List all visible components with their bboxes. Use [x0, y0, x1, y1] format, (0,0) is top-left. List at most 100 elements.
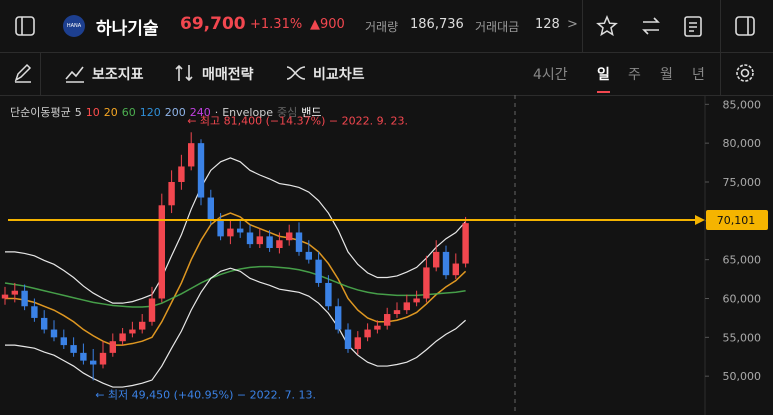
candle-body: [1, 294, 9, 299]
candle-body: [413, 298, 420, 303]
change: ▲900: [310, 17, 345, 32]
candle-body: [354, 337, 361, 349]
settings[interactable]: [734, 62, 756, 84]
candle-body: [462, 223, 469, 264]
legend-item: 200: [164, 106, 186, 119]
toolbar: 보조지표 매매전략 비교차트 4시간 일 주 월 년: [0, 52, 773, 96]
candle-body: [109, 341, 116, 353]
notes[interactable]: [682, 14, 704, 38]
y-tick-label: 60,000: [723, 292, 762, 305]
candle-body: [70, 345, 77, 353]
volume-label: 거래량: [365, 20, 399, 34]
indicator-line: [5, 267, 466, 388]
strategy-icon: [175, 64, 193, 82]
change-pct: +1.31%: [250, 17, 303, 32]
amount-label: 거래대금: [475, 20, 520, 34]
candle-body: [442, 251, 450, 276]
divider: [720, 52, 721, 95]
high-annotation: ← 최고 81,400 (−14.37%) − 2022. 9. 23.: [187, 114, 408, 127]
legend-item: 중심: [276, 106, 298, 119]
candle-body: [325, 282, 332, 307]
divider: [582, 0, 583, 52]
candle-body: [41, 317, 48, 330]
candle-body: [315, 259, 322, 283]
indicator-line: [4, 265, 466, 308]
candle-body: [119, 333, 126, 342]
price-label-box: [706, 210, 768, 231]
tool[interactable]: 비교차트: [313, 67, 365, 83]
y-tick-label: 80,000: [723, 137, 762, 150]
candle-body: [237, 228, 244, 233]
candle-body: [393, 310, 401, 315]
y-tick-label: 75,000: [723, 176, 762, 189]
legend-item: 120: [139, 106, 161, 119]
legend-item: 20: [103, 106, 118, 119]
candle-body: [178, 166, 185, 182]
divider: [40, 52, 41, 95]
legend-item: 밴드: [301, 106, 322, 119]
candle-body: [295, 232, 303, 252]
price-label: 70,101: [717, 214, 756, 227]
period-tab[interactable]: 4시간: [533, 67, 568, 83]
period-tab[interactable]: 년: [692, 67, 705, 83]
candle-body: [227, 228, 234, 237]
y-tick-label: 55,000: [723, 331, 762, 344]
candle-body: [129, 329, 136, 334]
period-tab[interactable]: 월: [660, 67, 673, 83]
candle-body: [188, 143, 195, 167]
candle-body: [148, 298, 156, 322]
divider: [720, 0, 721, 52]
candle-body: [21, 290, 28, 307]
stock-name: 하나기술: [96, 19, 159, 39]
y-tick-label: 65,000: [723, 254, 762, 267]
legend-item: 10: [85, 106, 100, 119]
more[interactable]: >: [567, 17, 578, 32]
candle-body: [207, 197, 214, 221]
amount: 128: [535, 17, 560, 32]
candle-body: [197, 143, 205, 198]
candle-body: [246, 232, 254, 245]
y-tick-label: 50,000: [723, 370, 762, 383]
candle-body: [60, 337, 67, 346]
candle-body: [433, 251, 440, 268]
chart: 50,00055,00060,00065,00070,00075,00080,0…: [1, 95, 768, 415]
candle-body: [374, 325, 381, 330]
tool[interactable]: 매매전략: [202, 67, 254, 83]
swap[interactable]: [640, 15, 662, 37]
candle-body: [80, 352, 87, 361]
indicator-legend: 단순이동평균 5 10 20 60 120 200 240 · Envelope 중심 밴드: [10, 104, 325, 120]
candle-body: [403, 302, 410, 311]
legend-item: 60: [121, 106, 136, 119]
volume: 186,736: [410, 17, 464, 32]
candle-body: [286, 232, 293, 241]
candle-body: [364, 329, 371, 338]
candle-body: [266, 236, 273, 249]
compare-icon: [286, 66, 306, 80]
candle-body: [168, 181, 175, 206]
legend-item: 단순이동평균: [10, 106, 71, 119]
period-tab[interactable]: 일: [597, 64, 610, 93]
favorite[interactable]: [596, 15, 618, 37]
indicator-icon: [65, 66, 84, 83]
candle-body: [256, 236, 263, 245]
candle-body: [90, 360, 97, 365]
candle-body: [139, 321, 146, 330]
candle-body: [423, 267, 430, 299]
legend-item: ·: [214, 106, 219, 119]
period-tab[interactable]: 주: [628, 67, 641, 83]
tool[interactable]: 보조지표: [92, 67, 144, 83]
candle-body: [217, 220, 224, 237]
price-arrow: [695, 215, 705, 226]
candle-body: [452, 263, 459, 276]
indicator-line: [5, 157, 467, 304]
price: 69,700: [180, 14, 246, 34]
candle-body: [276, 240, 283, 249]
candle-body: [305, 251, 312, 260]
candle-body: [335, 306, 342, 330]
logo: HANA: [63, 15, 85, 37]
panel-toggle[interactable]: [734, 15, 756, 37]
draw-tool[interactable]: [12, 62, 34, 84]
sidebar-toggle[interactable]: [14, 15, 36, 37]
candle-body: [384, 314, 391, 326]
candle-body: [50, 329, 58, 338]
